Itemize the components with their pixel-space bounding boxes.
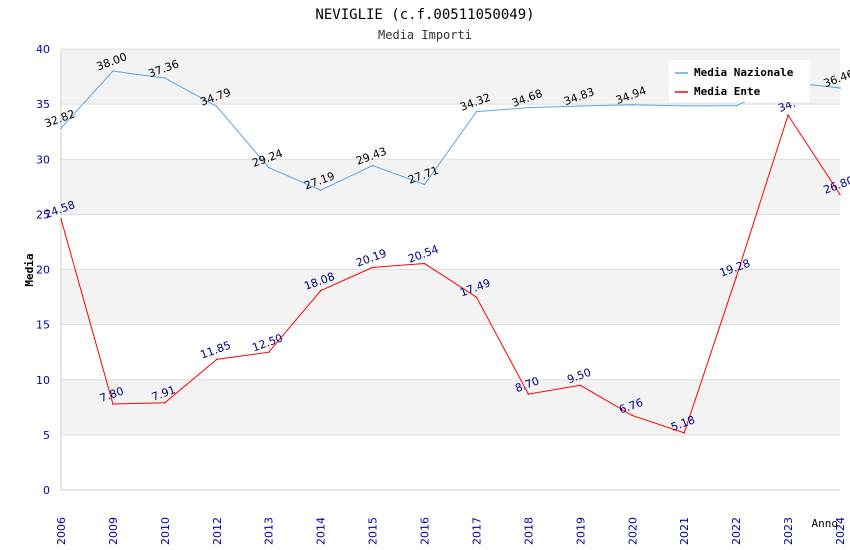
y-tick-label: 20 — [36, 264, 50, 277]
data-point-media-ente — [527, 393, 530, 395]
horizontal-gridlines — [60, 48, 840, 491]
chart-title: NEVIGLIE (c.f.00511050049) — [315, 7, 534, 23]
background-band — [61, 434, 840, 490]
y-axis-label: Media — [23, 253, 36, 286]
y-tick-label: 10 — [36, 374, 50, 387]
data-point-media-ente — [631, 414, 634, 417]
x-tick-label: 2015 — [367, 517, 380, 545]
background-band — [61, 159, 840, 215]
data-point-media-nazionale — [475, 110, 478, 113]
x-tick-label: 2009 — [107, 517, 120, 545]
x-tick-label: 2018 — [522, 517, 535, 545]
data-point-media-ente — [579, 384, 582, 387]
legend-box — [669, 60, 810, 102]
plot-background-bands — [61, 49, 840, 490]
data-point-media-nazionale — [112, 70, 114, 72]
x-tick-label: 2019 — [574, 517, 587, 545]
data-point-media-nazionale — [735, 104, 737, 107]
x-tick-label: 2020 — [626, 517, 639, 545]
legend: Media Nazionale Media Ente — [669, 60, 810, 102]
data-point-media-nazionale — [60, 127, 62, 129]
y-tick-label: 30 — [36, 153, 50, 166]
data-point-media-ente — [683, 432, 685, 434]
data-point-media-nazionale — [527, 106, 530, 109]
y-tick-label: 0 — [43, 484, 50, 497]
background-band — [61, 104, 840, 160]
background-band — [61, 324, 840, 380]
legend-label-media-nazionale: Media Nazionale — [694, 66, 794, 79]
x-tick-label: 2016 — [419, 517, 432, 545]
x-tick-label: 2010 — [159, 517, 172, 545]
data-point-media-ente — [839, 193, 841, 196]
x-tick-label: 2021 — [678, 517, 691, 545]
data-point-media-ente — [60, 218, 62, 220]
y-tick-label: 25 — [36, 208, 50, 221]
data-point-media-ente — [319, 289, 322, 292]
background-band — [61, 214, 840, 270]
x-axis-ticks: 2006 2009 2010 2012 2013 2014 2015 2016 2017 2018… — [55, 517, 847, 545]
x-tick-label: 2006 — [55, 517, 68, 545]
data-point-media-nazionale — [164, 77, 166, 79]
series-line-media-nazionale — [60, 70, 841, 191]
x-tick-label: 2017 — [470, 517, 483, 545]
x-tick-label: 2012 — [211, 517, 224, 545]
x-tick-label: 2022 — [730, 517, 743, 545]
y-axis-ticks: 0 5 10 15 20 25 30 35 40 — [36, 43, 50, 497]
data-point-media-nazionale — [216, 105, 218, 108]
legend-label-media-ente: Media Ente — [694, 85, 761, 98]
data-point-media-ente — [216, 358, 218, 361]
data-point-media-ente — [371, 266, 374, 269]
y-tick-label: 40 — [36, 43, 50, 56]
data-point-media-ente — [787, 114, 789, 116]
series-line-media-ente — [60, 113, 841, 434]
data-point-media-nazionale — [579, 105, 582, 107]
data-point-media-ente — [423, 262, 426, 265]
data-point-media-nazionale — [267, 166, 270, 169]
data-point-media-nazionale — [631, 103, 634, 106]
data-point-media-nazionale — [319, 189, 322, 192]
x-tick-label: 2013 — [263, 517, 276, 545]
data-point-media-nazionale — [683, 105, 685, 107]
y-tick-label: 5 — [43, 429, 50, 442]
y-tick-label: 35 — [36, 98, 50, 111]
data-point-media-ente — [164, 401, 166, 404]
data-point-media-ente — [735, 276, 737, 279]
x-axis-label: Anno — [812, 517, 839, 530]
data-point-media-ente — [475, 296, 478, 298]
data-point-media-ente — [112, 403, 114, 405]
background-band — [61, 379, 840, 435]
background-band — [61, 269, 840, 325]
chart-subtitle: Media Importi — [378, 28, 472, 42]
x-tick-label: 2014 — [315, 517, 328, 545]
data-point-media-nazionale — [423, 183, 426, 186]
data-point-media-nazionale — [371, 164, 374, 167]
x-tick-label: 2023 — [782, 517, 795, 545]
x-tick-label: 2024 — [834, 517, 847, 545]
y-tick-label: 15 — [36, 319, 50, 332]
data-point-media-ente — [267, 351, 270, 353]
data-point-media-nazionale — [839, 87, 841, 89]
